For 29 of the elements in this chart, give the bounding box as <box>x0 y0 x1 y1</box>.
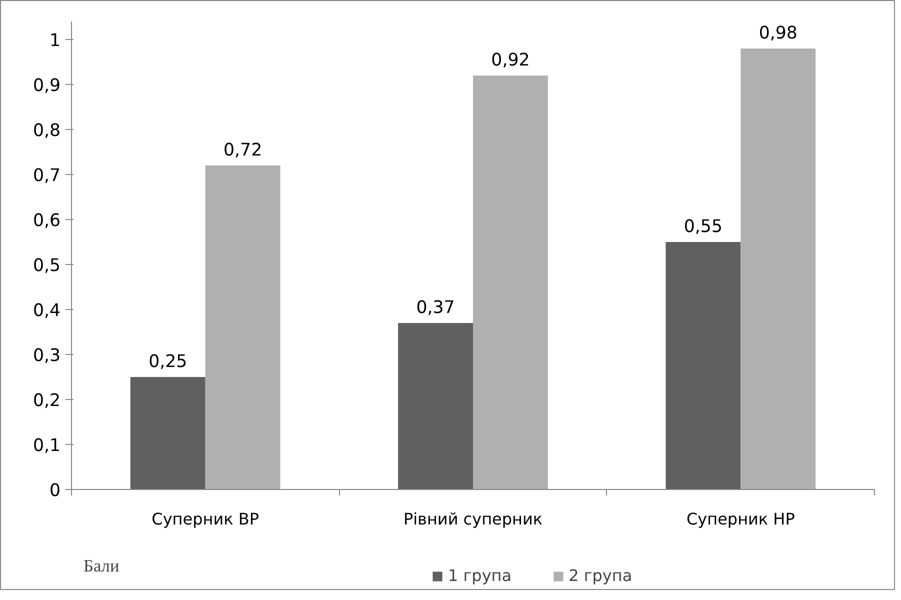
bar <box>473 76 548 490</box>
y-tick-label: 0,3 <box>32 346 61 366</box>
data-label: 0,25 <box>148 352 188 372</box>
y-tick-label: 1 <box>49 31 61 51</box>
data-label: 0,37 <box>416 298 455 318</box>
bar <box>205 166 280 490</box>
x-tick-label: Рівний суперник <box>403 510 543 528</box>
bar <box>740 48 816 490</box>
y-tick-label: 0,7 <box>32 166 61 186</box>
x-tick-label: Суперник ВР <box>152 510 260 528</box>
data-label: 0,98 <box>758 24 798 44</box>
bar <box>130 377 206 490</box>
y-tick-label: 0,9 <box>32 76 61 96</box>
y-tick-label: 0,4 <box>32 301 61 321</box>
bar <box>398 323 473 490</box>
x-tick-label: Суперник НР <box>686 510 796 528</box>
legend-label: 1 група <box>448 566 512 585</box>
y-tick-label: 0 <box>49 481 61 501</box>
data-label: 0,72 <box>224 140 262 160</box>
y-tick-label: 0,1 <box>32 436 61 456</box>
y-tick-label: 0,6 <box>32 211 61 231</box>
bar <box>666 242 741 490</box>
y-tick-label: 0,8 <box>32 121 61 141</box>
y-tick-label: 0,5 <box>32 256 61 276</box>
data-label: 0,92 <box>491 50 530 70</box>
data-label: 0,55 <box>684 217 722 237</box>
text: Бали <box>84 556 120 576</box>
legend-label: 2 група <box>568 566 632 585</box>
y-tick-label: 0,2 <box>32 391 61 411</box>
